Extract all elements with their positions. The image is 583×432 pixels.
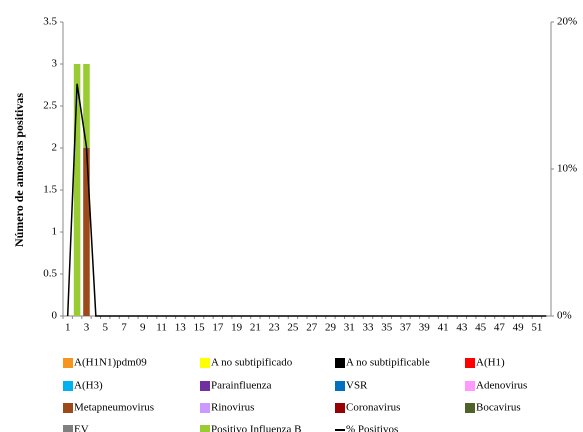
x-tick-label: 23: [269, 322, 281, 334]
y-tick-label: 1: [52, 226, 58, 238]
legend-swatch: [200, 425, 210, 432]
y-tick-label: 3: [52, 58, 58, 70]
x-tick-label: 3: [84, 322, 90, 334]
legend-label: % Positivos: [346, 424, 398, 432]
x-tick-label: 19: [231, 322, 243, 334]
y-tick-label: 2.5: [43, 100, 57, 112]
legend-swatch: [63, 403, 73, 413]
x-tick-label: 27: [306, 322, 318, 334]
y-tick-label: 2: [52, 142, 58, 154]
legend-swatch: [465, 381, 475, 391]
x-tick-label: 9: [140, 322, 146, 334]
x-tick-label: 15: [194, 322, 206, 334]
x-tick-label: 47: [494, 322, 506, 334]
legend-swatch: [335, 381, 345, 391]
x-tick-label: 43: [456, 322, 468, 334]
legend-label: Coronavirus: [346, 402, 400, 414]
x-tick-label: 17: [212, 322, 224, 334]
bar: [73, 64, 81, 316]
legend-label: VSR: [346, 380, 368, 392]
x-tick-label: 37: [400, 322, 412, 334]
legend-swatch: [465, 403, 475, 413]
legend-swatch: [465, 358, 475, 368]
y2-tick-label: 10%: [557, 163, 577, 175]
x-tick-label: 1: [65, 322, 71, 334]
y2-tick-label: 20%: [557, 16, 577, 28]
x-tick-label: 33: [363, 322, 375, 334]
y-tick-label: 3.5: [43, 16, 57, 28]
legend-swatch: [335, 403, 345, 413]
legend-swatch: [63, 381, 73, 391]
x-tick-label: 25: [287, 322, 299, 334]
y-tick-label: 0.5: [43, 268, 57, 280]
legend-label: A(H1N1)pdm09: [74, 357, 147, 369]
x-tick-label: 45: [475, 322, 487, 334]
x-tick-label: 51: [531, 322, 542, 334]
x-tick-label: 49: [513, 322, 525, 334]
legend-swatch: [200, 381, 210, 391]
legend-label: A(H3): [74, 380, 103, 392]
y-tick-label: 1.5: [43, 184, 57, 196]
legend-label: Parainfluenza: [211, 380, 272, 392]
x-tick-label: 31: [344, 322, 355, 334]
legend-swatch: [200, 358, 210, 368]
x-tick-label: 7: [121, 322, 127, 334]
legend-swatch: [335, 358, 345, 368]
legend-label: A no subtipificable: [346, 357, 430, 369]
legend-label: Adenovirus: [476, 380, 527, 392]
legend-label: A(H1): [476, 357, 505, 369]
x-tick-label: 13: [175, 322, 187, 334]
legend-swatch: [200, 403, 210, 413]
y-axis-label: Número de amostras positivas: [12, 93, 26, 247]
legend-label: A no subtipificado: [211, 357, 293, 369]
legend-swatch: [63, 425, 73, 432]
legend-label: Metapneumovirus: [74, 402, 154, 414]
x-tick-label: 11: [156, 322, 167, 334]
x-tick-label: 29: [325, 322, 337, 334]
legend-label: Positivo Influenza B: [211, 424, 301, 432]
x-tick-label: 35: [381, 322, 393, 334]
x-tick-label: 5: [102, 322, 108, 334]
line: [66, 83, 547, 317]
y2-tick-label: 0%: [557, 310, 572, 322]
legend-swatch: [63, 358, 73, 368]
x-tick-label: 21: [250, 322, 261, 334]
x-tick-label: 41: [438, 322, 449, 334]
legend-label: Rinovirus: [211, 402, 254, 414]
bar: [83, 148, 90, 316]
legend-label: Bocavirus: [476, 402, 521, 414]
y-tick-label: 0: [52, 310, 58, 322]
x-tick-label: 39: [419, 322, 431, 334]
bar: [83, 64, 90, 148]
legend-label: EV: [74, 424, 89, 432]
